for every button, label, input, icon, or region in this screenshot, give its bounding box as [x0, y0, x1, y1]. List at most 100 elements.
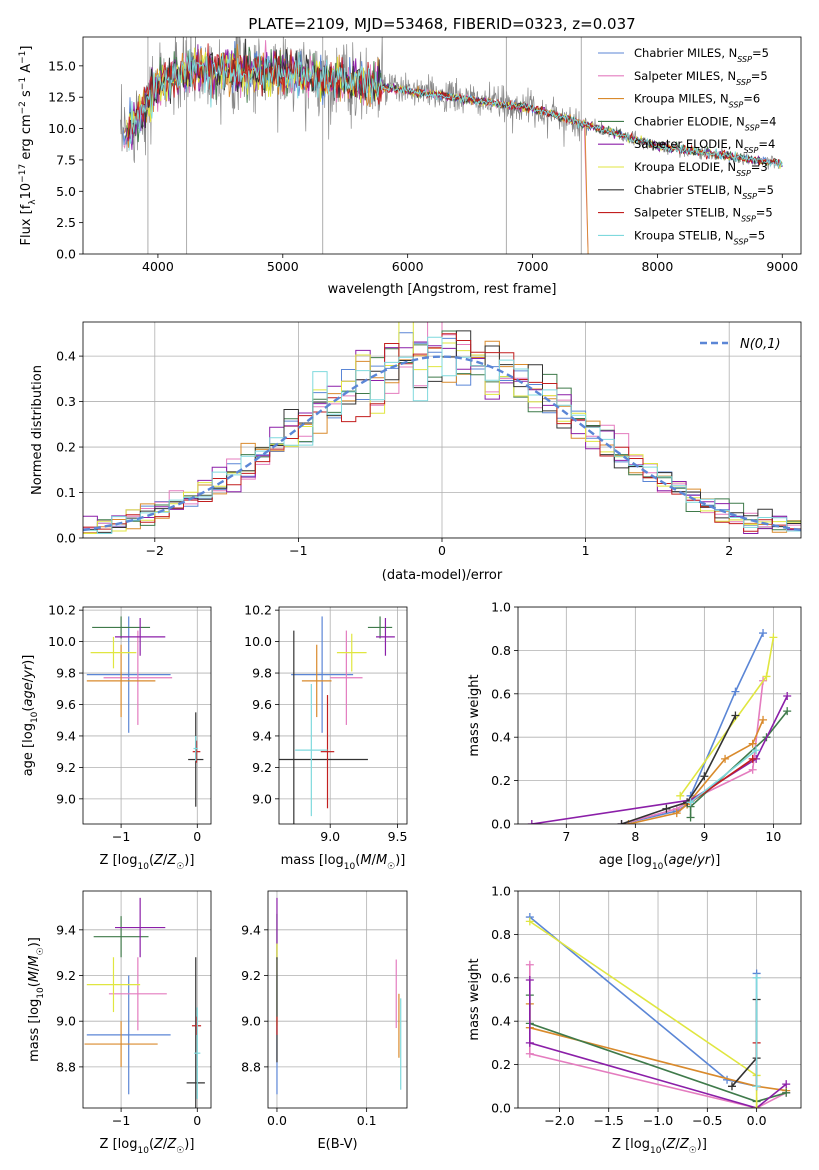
y-tick-label: 0.2: [491, 773, 511, 788]
series-line: [690, 749, 757, 803]
y-tick-label: 10.0: [48, 634, 76, 649]
y-tick-label: 0.8: [491, 927, 511, 942]
x-tick-label: 9000: [766, 259, 798, 274]
x-tick-label: 0.0: [267, 1113, 287, 1128]
y-tick-label: 9.2: [56, 968, 76, 983]
data-point: [662, 804, 671, 813]
axes-frame-5: [82, 890, 212, 1109]
panel-3: 9.0 9.5 9.0 9.2 9.4 9.6 9.8 10.0 10.2 mass [log10…: [244, 603, 408, 872]
model-spectrum: [124, 43, 589, 254]
data-point: [752, 746, 761, 755]
y-tick-label: 7.5: [56, 152, 76, 167]
y-tick-label: 9.6: [252, 697, 272, 712]
legend-entry: Chabrier STELIB, NSSP=5: [634, 183, 774, 201]
x-axis-label: Z [log10(Z/Z☉)]: [100, 853, 195, 872]
x-axis-label: age [log10(age/yr)]: [599, 853, 721, 872]
legend-entry: Kroupa STELIB, NSSP=5: [634, 228, 765, 246]
panel-1: −2 −1 0 1 2 0.0 0.1 0.2 0.3 0.4 (data-model)/error…: [30, 321, 802, 583]
y-tick-label: 9.8: [56, 666, 76, 681]
y-tick-label: 9.4: [241, 922, 261, 937]
data-point: [525, 960, 534, 969]
data-point: [686, 813, 695, 822]
x-tick-label: 8: [631, 829, 639, 844]
data-point: [525, 1038, 534, 1047]
x-tick-label: −2.0: [544, 1113, 574, 1128]
data-point: [748, 765, 757, 774]
y-tick-label: 0.0: [491, 817, 511, 832]
y-axis-label: mass [log10(M/M☉)]: [27, 937, 46, 1062]
y-tick-label: 9.2: [56, 760, 76, 775]
y-tick-label: 9.0: [56, 791, 76, 806]
legend-entry: Salpeter MILES, NSSP=5: [634, 69, 768, 87]
legend-entry: Kroupa ELODIE, NSSP=3: [634, 160, 768, 178]
y-axis-label: mass weight: [467, 674, 482, 756]
x-tick-label: 9.5: [388, 829, 408, 844]
x-tick-label: 8000: [641, 259, 673, 274]
x-axis-label: wavelength [Angstrom, rest frame]: [328, 282, 557, 297]
data-point: [748, 754, 757, 763]
data-point: [769, 633, 778, 642]
data-point: [752, 1104, 761, 1108]
panel-0: 4000 5000 6000 7000 8000 9000 0.0 2.5 5.0 7.5 10.0…: [18, 36, 802, 297]
legend-entry: Chabrier MILES, NSSP=5: [634, 46, 769, 64]
axes-frame-2: [82, 606, 212, 825]
y-tick-label: 9.0: [56, 1014, 76, 1029]
legend-entry: Kroupa MILES, NSSP=6: [634, 92, 760, 110]
panel-2: −1 0 9.0 9.2 9.4 9.6 9.8 10.0 10.2 Z [log10(Z/Z☉)…: [21, 603, 212, 872]
data-point: [752, 973, 761, 982]
y-tick-label: 9.6: [56, 697, 76, 712]
series-line: [529, 920, 758, 1108]
legend-entry: N(0,1): [740, 337, 781, 352]
axes-frame-4: [517, 606, 802, 825]
y-tick-label: 0.4: [56, 349, 76, 364]
y-tick-label: 0.0: [56, 531, 76, 546]
model-spectrum: [128, 49, 783, 169]
legend: N(0,1): [700, 337, 781, 352]
x-tick-label: 7: [562, 829, 570, 844]
axes-frame-7: [517, 890, 802, 1109]
y-tick-label: 9.4: [56, 922, 76, 937]
panel-5: −1 0 8.8 9.0 9.2 9.4 Z [log10(Z/Z☉)] mass [log1…: [27, 890, 212, 1156]
y-tick-label: 8.8: [56, 1059, 76, 1074]
plot-area-2: [83, 607, 211, 824]
y-tick-label: 0.6: [491, 686, 511, 701]
y-tick-label: 2.5: [56, 215, 76, 230]
x-tick-label: 6000: [392, 259, 424, 274]
x-tick-label: −1: [112, 829, 130, 844]
data-point: [676, 791, 685, 800]
histogram-series: [83, 336, 801, 534]
x-tick-label: −1.0: [643, 1113, 673, 1128]
x-tick-label: −1: [112, 1113, 130, 1128]
data-point: [731, 711, 740, 720]
data-point: [525, 975, 534, 984]
y-tick-label: 0.8: [491, 643, 511, 658]
axes-frame-1: [82, 321, 802, 539]
legend-entry: Salpeter STELIB, NSSP=5: [634, 206, 773, 224]
x-tick-label: −1.5: [594, 1113, 624, 1128]
y-axis-label: mass weight: [467, 958, 482, 1040]
data-point: [782, 1088, 791, 1097]
data-point: [782, 1080, 791, 1089]
plot-area-6: [268, 891, 407, 1108]
x-tick-label: −1: [289, 543, 307, 558]
data-point: [525, 917, 534, 926]
y-tick-label: 0.4: [491, 730, 511, 745]
y-tick-label: 0.2: [491, 1057, 511, 1072]
x-tick-label: 1: [582, 543, 590, 558]
data-point: [759, 629, 768, 638]
plot-area-1: [83, 322, 801, 538]
axes-frame-6: [267, 890, 408, 1109]
legend-entry: Salpeter ELODIE, NSSP=4: [634, 137, 775, 155]
normal-curve: [83, 355, 801, 532]
plot-area-3: [279, 607, 407, 824]
series-line: [628, 719, 764, 824]
data-point: [762, 672, 771, 681]
x-axis-label: mass [log10(M/M☉)]: [281, 853, 406, 872]
x-tick-label: 4000: [142, 259, 174, 274]
plot-area-5: [83, 891, 211, 1108]
plot-area-7: [518, 891, 801, 1108]
plot-area-4: [518, 607, 801, 824]
data-point: [731, 687, 740, 696]
plot-area-0: [120, 37, 783, 254]
